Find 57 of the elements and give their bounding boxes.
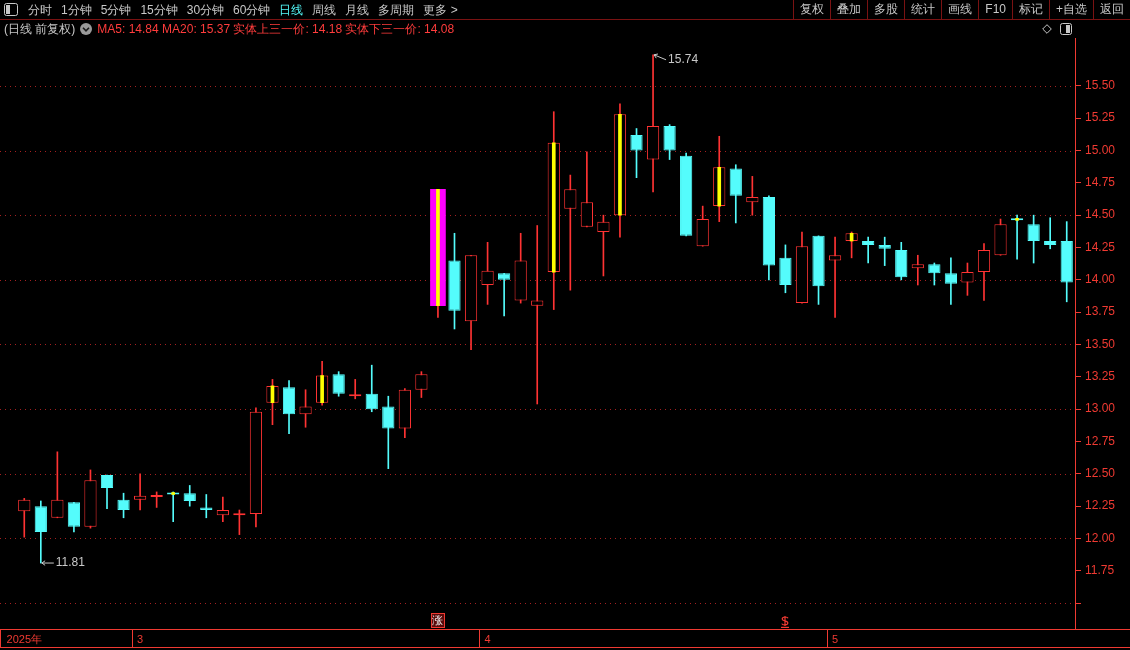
- text: +自选: [1048, 0, 1093, 19]
- candlestick: [531, 225, 544, 405]
- annotation: 11.81: [55, 555, 86, 570]
- y-tick-label: 15.50: [1085, 78, 1116, 93]
- text: 叠加: [830, 0, 868, 19]
- x-tick-label: 5: [832, 632, 839, 645]
- text: 复权: [793, 0, 831, 19]
- text: 画线: [941, 0, 979, 19]
- text: 多股: [867, 0, 905, 19]
- annotation: 15.74: [668, 52, 699, 67]
- y-tick-label: 15.00: [1085, 142, 1116, 157]
- candlestick: [911, 254, 924, 286]
- candlestick: [216, 496, 229, 522]
- text: 60分钟: [233, 1, 271, 19]
- y-tick-label: 13.50: [1085, 336, 1116, 351]
- text: 30分钟: [186, 1, 225, 19]
- y-tick-label: 12.75: [1085, 433, 1116, 448]
- y-tick-label: 12.00: [1085, 530, 1116, 545]
- candlestick: [944, 257, 958, 305]
- text: 周线: [312, 1, 337, 19]
- text: 更多 >: [423, 1, 458, 19]
- candlestick: [878, 236, 891, 266]
- candlestick: [828, 236, 842, 318]
- text: 统计: [904, 0, 942, 19]
- text: 1分钟: [61, 1, 92, 19]
- y-tick-label: 13.25: [1085, 369, 1116, 384]
- x-tick-label: 3: [137, 632, 144, 645]
- y-tick-label: 13.75: [1085, 304, 1116, 319]
- text: 标记: [1011, 0, 1049, 19]
- candlestick: [200, 494, 213, 519]
- y-tick-label: 14.00: [1085, 272, 1116, 287]
- candlestick: [862, 236, 875, 264]
- candlestick: [1044, 217, 1057, 250]
- y-tick-label: 12.25: [1085, 498, 1116, 513]
- y-tick-label: 13.00: [1085, 401, 1116, 416]
- y-tick-label: 14.50: [1085, 207, 1116, 222]
- text: 多周期: [378, 1, 415, 19]
- y-tick-label: 15.25: [1085, 110, 1116, 125]
- x-tick-label: 2025年: [6, 632, 43, 645]
- candlestick: [646, 54, 660, 193]
- text: 5分钟: [100, 1, 132, 19]
- text: 日线: [279, 1, 304, 19]
- candlestick: [498, 273, 511, 317]
- x-tick-label: 4: [484, 632, 491, 645]
- text: 返回: [1093, 0, 1130, 19]
- text: 月线: [345, 1, 370, 19]
- y-tick-label: 14.75: [1085, 175, 1116, 190]
- text: 分时: [28, 1, 52, 19]
- candlestick: [133, 473, 147, 511]
- candlestick: [564, 174, 577, 291]
- chart-subtitle: MA5: 14.84 MA20: 15.37 实体上三一价: 14.18 实体下三一价: 14.08: [97, 20, 455, 38]
- y-tick-label: 11.75: [1085, 563, 1115, 578]
- y-tick-label: 14.25: [1085, 239, 1116, 254]
- text: F10: [978, 0, 1012, 19]
- chart-title: (日线 前复权): [4, 20, 76, 38]
- text: 15分钟: [140, 1, 178, 19]
- y-tick-label: 12.50: [1085, 466, 1116, 481]
